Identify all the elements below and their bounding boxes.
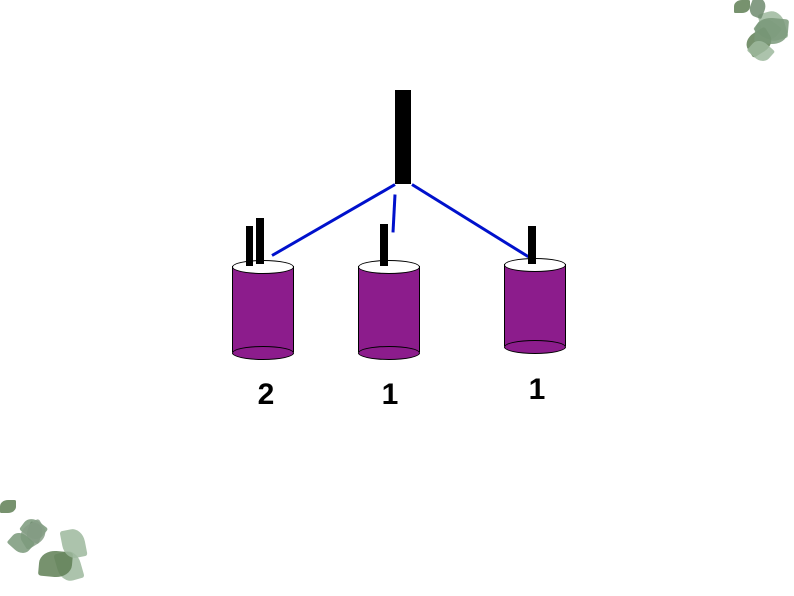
cylinder-bottom [358, 346, 420, 360]
cylinder-bottom [504, 340, 566, 354]
cylinder-2-label: 1 [529, 373, 546, 407]
root-stick [395, 90, 411, 184]
cylinder-2-stick-0 [528, 226, 536, 264]
leaf-icon [747, 0, 768, 19]
diagram-stage: 2 1 1 [0, 0, 794, 596]
leaf-icon [53, 548, 84, 583]
cylinder-1-label: 1 [382, 378, 399, 412]
leaf-icon [7, 529, 35, 557]
top-right-leaves [734, 0, 794, 70]
cylinder-top [358, 260, 420, 274]
cylinder-1 [358, 260, 420, 358]
leaf-icon [16, 519, 49, 550]
leaf-icon [38, 550, 73, 579]
cylinder-body [504, 264, 566, 346]
cylinder-bottom [232, 346, 294, 360]
leaf-icon [753, 15, 782, 44]
cylinder-0-stick-1 [256, 218, 264, 264]
cylinder-body [232, 266, 294, 352]
bottom-left-leaves [0, 500, 90, 596]
cylinder-0-stick-0 [246, 226, 253, 266]
leaf-icon [734, 0, 750, 13]
leaf-icon [757, 8, 788, 43]
leaf-icon [747, 37, 775, 65]
connector-1 [392, 194, 397, 232]
cylinder-1-stick-0 [380, 224, 388, 266]
leaf-icon [754, 17, 789, 46]
cylinder-0 [232, 260, 294, 358]
leaf-icon [19, 515, 48, 544]
leaf-icon [24, 521, 45, 544]
leaf-icon [59, 527, 87, 560]
cylinder-body [358, 266, 420, 352]
leaf-icon [0, 500, 16, 513]
connector-0 [271, 183, 395, 257]
cylinder-0-label: 2 [258, 378, 275, 412]
leaf-icon [742, 27, 775, 58]
cylinder-2 [504, 258, 566, 352]
connector-2 [411, 183, 529, 258]
